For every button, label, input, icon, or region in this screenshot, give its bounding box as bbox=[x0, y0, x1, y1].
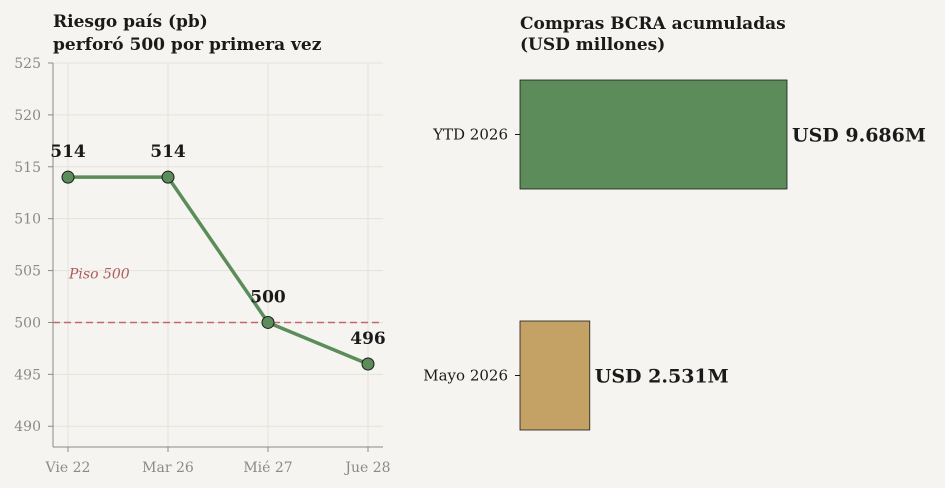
data-label: 500 bbox=[250, 287, 286, 307]
line-chart-reference: Piso 500 bbox=[53, 267, 383, 324]
y-tick-label: 500 bbox=[14, 315, 41, 331]
category-label: YTD 2026 bbox=[432, 126, 508, 144]
x-tick-label: Mié 27 bbox=[243, 460, 292, 476]
bar-chart-bars: YTD 2026 USD 9.686M Mayo 2026 USD 2.531M bbox=[423, 79, 926, 431]
data-label: 514 bbox=[150, 142, 186, 162]
line-chart-grid bbox=[53, 62, 383, 447]
data-point bbox=[61, 170, 75, 184]
category-label: Mayo 2026 bbox=[423, 367, 508, 385]
data-point bbox=[261, 315, 275, 329]
bar-chart: Compras BCRA acumuladas (USD millones) Y… bbox=[423, 14, 926, 431]
y-tick-label: 495 bbox=[14, 367, 41, 383]
bar bbox=[519, 79, 788, 190]
data-label: 514 bbox=[50, 142, 86, 162]
y-tick-label: 525 bbox=[14, 56, 41, 72]
y-tick-label: 505 bbox=[14, 264, 41, 280]
bar-chart-title-line1: Compras BCRA acumuladas bbox=[520, 14, 786, 34]
y-tick-label: 520 bbox=[14, 108, 41, 124]
line-chart-title-line2: perforó 500 por primera vez bbox=[53, 35, 322, 55]
data-label: 496 bbox=[350, 329, 386, 349]
x-tick-label: Mar 26 bbox=[142, 460, 194, 476]
reference-line-label: Piso 500 bbox=[68, 267, 130, 283]
bar-value-label: USD 9.686M bbox=[792, 125, 926, 147]
series-line bbox=[68, 175, 369, 366]
bar-chart-title-line2: (USD millones) bbox=[520, 35, 665, 55]
line-chart-data-labels: 514 514 500 496 bbox=[50, 142, 386, 349]
y-tick-label: 515 bbox=[14, 160, 41, 176]
y-tick-label: 510 bbox=[14, 212, 41, 228]
line-chart-title-line1: Riesgo país (pb) bbox=[53, 12, 208, 32]
bar bbox=[519, 320, 591, 431]
x-tick-label: Jue 28 bbox=[343, 460, 390, 476]
data-point bbox=[361, 357, 375, 371]
data-point bbox=[161, 170, 175, 184]
bar-value-label: USD 2.531M bbox=[595, 366, 729, 388]
line-chart-series bbox=[61, 170, 375, 371]
line-chart-axes: 490 495 500 505 510 515 520 525 Vie 22 Mar 26 Mié … bbox=[14, 56, 390, 476]
y-tick-label: 490 bbox=[14, 419, 41, 435]
x-tick-label: Vie 22 bbox=[45, 460, 91, 476]
line-chart: Riesgo país (pb) perforó 500 por primera… bbox=[14, 12, 390, 476]
